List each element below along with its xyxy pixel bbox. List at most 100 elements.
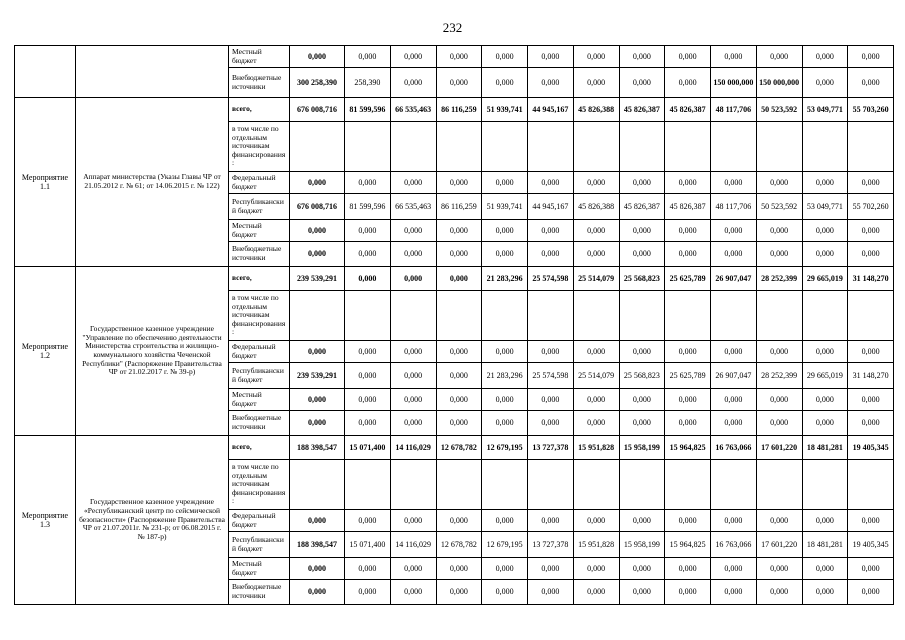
value-cell: 18 481,281 [801, 531, 849, 558]
table-row: в том числе по отдельным источникам фина… [15, 290, 894, 341]
value-cell: 86 116,259 [435, 193, 483, 220]
value-cell: 25 514,079 [572, 266, 620, 291]
value-cell: 0,000 [527, 171, 574, 194]
value-cell: 0,000 [847, 579, 894, 605]
value-cell: 0,000 [572, 509, 620, 532]
value-cell: 0,000 [710, 388, 757, 411]
value-cell [664, 121, 711, 172]
value-cell: 0,000 [435, 67, 483, 98]
value-cell: 26 907,047 [710, 266, 757, 291]
value-cell: 0,000 [664, 388, 711, 411]
value-cell: 0,000 [618, 340, 666, 363]
value-cell: 0,000 [755, 219, 803, 242]
value-cell: 0,000 [618, 219, 666, 242]
total-cell: 0,000 [289, 45, 345, 68]
source-cell: Местный бюджет [228, 219, 290, 242]
value-cell: 0,000 [389, 241, 437, 267]
value-cell: 0,000 [435, 45, 483, 68]
value-cell: 0,000 [664, 340, 711, 363]
value-cell: 15 964,825 [664, 531, 711, 558]
value-cell [755, 290, 803, 341]
value-cell: 0,000 [481, 241, 528, 267]
value-cell: 0,000 [847, 340, 894, 363]
value-cell: 0,000 [710, 241, 757, 267]
value-cell: 0,000 [664, 557, 711, 580]
value-cell [847, 459, 894, 510]
value-cell: 17 601,220 [755, 435, 803, 460]
value-cell: 48 117,706 [710, 97, 757, 122]
source-cell: Республиканский бюджет [228, 193, 290, 220]
value-cell: 17 601,220 [755, 531, 803, 558]
value-cell: 0,000 [344, 266, 391, 291]
value-cell: 0,000 [481, 219, 528, 242]
value-cell [572, 459, 620, 510]
value-cell: 0,000 [527, 579, 574, 605]
value-cell [710, 459, 757, 510]
value-cell: 0,000 [847, 509, 894, 532]
table-row: Федеральный бюджет 0,000 0,000 0,000 0,000 0,… [15, 171, 894, 194]
value-cell: 0,000 [618, 241, 666, 267]
value-cell: 0,000 [435, 579, 483, 605]
value-cell: 0,000 [572, 67, 620, 98]
value-cell: 0,000 [389, 67, 437, 98]
value-cell: 150 000,000 [755, 67, 803, 98]
value-cell [847, 290, 894, 341]
total-cell: 239 539,291 [289, 362, 345, 389]
value-cell [755, 121, 803, 172]
table-row: Местный бюджет 0,000 0,000 0,000 0,000 0,000 0… [15, 219, 894, 242]
value-cell: 0,000 [435, 241, 483, 267]
value-cell: 0,000 [801, 67, 849, 98]
value-cell: 25 625,789 [664, 266, 711, 291]
total-cell: 0,000 [289, 509, 345, 532]
value-cell: 0,000 [527, 388, 574, 411]
value-cell: 0,000 [755, 557, 803, 580]
value-cell: 45 826,387 [664, 97, 711, 122]
value-cell [481, 121, 528, 172]
value-cell [618, 459, 666, 510]
value-cell: 0,000 [481, 579, 528, 605]
value-cell [435, 290, 483, 341]
value-cell: 44 945,167 [527, 97, 574, 122]
value-cell: 15 964,825 [664, 435, 711, 460]
value-cell: 150 000,000 [710, 67, 757, 98]
value-cell: 0,000 [572, 241, 620, 267]
total-cell [289, 121, 345, 172]
value-cell [664, 459, 711, 510]
value-cell: 0,000 [344, 241, 391, 267]
value-cell: 0,000 [847, 67, 894, 98]
value-cell [344, 459, 391, 510]
value-cell: 0,000 [755, 340, 803, 363]
value-cell: 19 405,345 [847, 531, 894, 558]
value-cell: 25 568,823 [618, 362, 666, 389]
value-cell: 12 678,782 [435, 435, 483, 460]
total-cell [289, 290, 345, 341]
total-cell: 0,000 [289, 557, 345, 580]
value-cell: 12 679,195 [481, 435, 528, 460]
source-cell: Внебюджетные источники [228, 67, 290, 98]
value-cell: 0,000 [618, 509, 666, 532]
value-cell: 0,000 [664, 67, 711, 98]
value-cell: 0,000 [481, 45, 528, 68]
value-cell: 0,000 [572, 410, 620, 436]
value-cell: 258,390 [344, 67, 391, 98]
value-cell [389, 290, 437, 341]
value-cell: 81 599,596 [344, 97, 391, 122]
source-cell: в том числе по отдельным источникам фина… [228, 290, 290, 341]
total-cell: 0,000 [289, 219, 345, 242]
table-row: Местный бюджет 0,000 0,000 0,000 0,000 0,000 0… [15, 557, 894, 580]
description-cell: Государственное казенное учреждение «Рес… [75, 435, 229, 605]
value-cell: 0,000 [344, 340, 391, 363]
value-cell [435, 121, 483, 172]
value-cell: 15 958,199 [618, 435, 666, 460]
group-label-cell: Мероприятие 1.2 [14, 266, 76, 436]
table-row: Республиканский бюджет 188 398,547 15 071,… [15, 531, 894, 558]
value-cell: 0,000 [572, 557, 620, 580]
value-cell: 0,000 [618, 67, 666, 98]
source-cell: Республиканский бюджет [228, 362, 290, 389]
value-cell: 29 665,019 [801, 362, 849, 389]
source-cell: Внебюджетные источники [228, 241, 290, 267]
value-cell: 0,000 [664, 171, 711, 194]
value-cell: 0,000 [801, 340, 849, 363]
value-cell: 0,000 [847, 410, 894, 436]
value-cell: 0,000 [435, 340, 483, 363]
